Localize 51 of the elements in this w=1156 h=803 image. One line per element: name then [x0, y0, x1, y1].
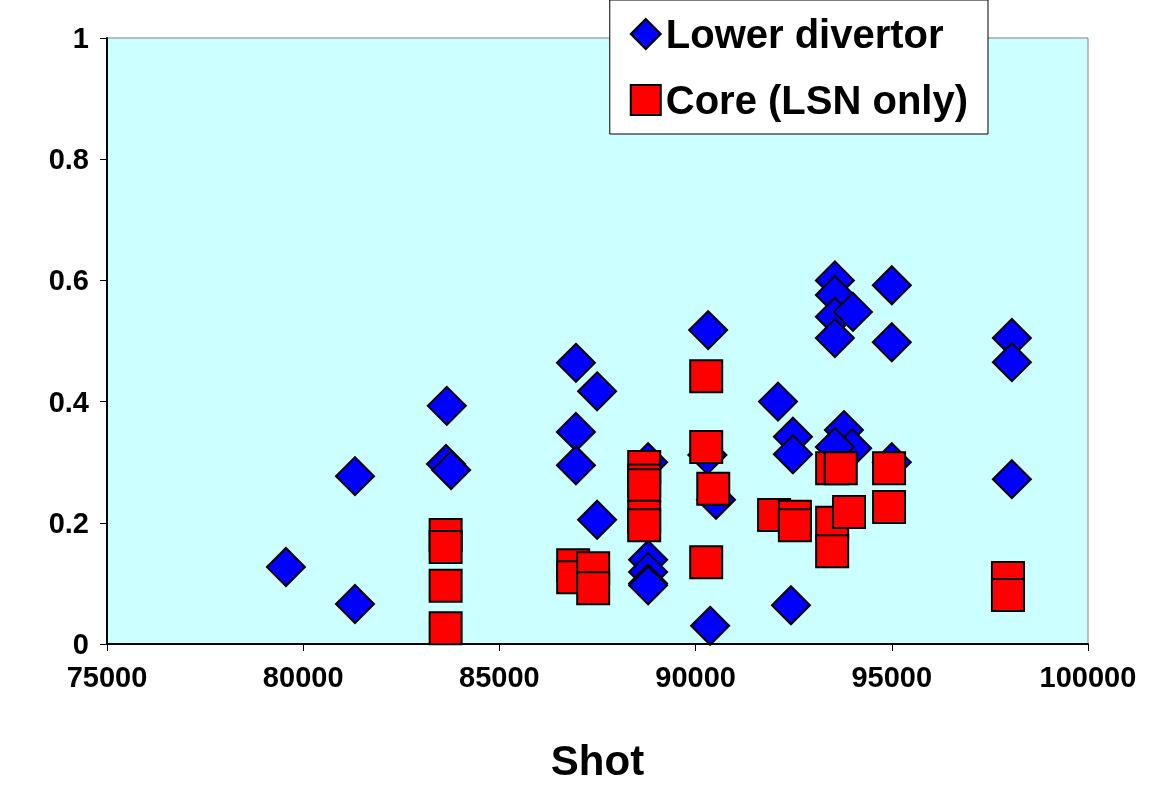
point — [577, 371, 618, 412]
point — [428, 530, 463, 565]
point — [577, 499, 618, 540]
point — [823, 451, 858, 486]
point — [555, 342, 596, 383]
y-tick-label: 0.2 — [48, 506, 89, 539]
point — [428, 568, 463, 603]
point — [627, 508, 662, 543]
point — [814, 317, 855, 358]
legend-label: Lower divertor — [665, 12, 944, 56]
point — [689, 545, 724, 580]
point — [990, 577, 1025, 612]
y-tick-label: 0.6 — [48, 264, 89, 297]
point — [555, 445, 596, 486]
point — [431, 450, 472, 491]
point — [265, 547, 306, 588]
point — [688, 310, 729, 351]
point — [689, 359, 724, 394]
point — [832, 291, 873, 332]
point — [335, 456, 375, 497]
point — [426, 385, 467, 426]
x-tick-label: 85000 — [459, 660, 540, 693]
point — [576, 571, 611, 606]
point — [690, 605, 731, 646]
point — [832, 494, 867, 529]
point — [871, 265, 912, 306]
x-tick-label: 80000 — [262, 660, 344, 693]
point — [770, 585, 811, 626]
point — [777, 508, 812, 543]
point — [428, 611, 463, 646]
point — [335, 584, 375, 624]
point — [872, 451, 907, 486]
point — [871, 322, 912, 363]
y-tick-label: 0.4 — [48, 385, 89, 418]
x-tick-label: 95000 — [851, 660, 933, 693]
point — [758, 381, 798, 422]
y-tick-label: 1 — [72, 22, 89, 54]
point — [991, 342, 1032, 383]
point — [872, 490, 907, 525]
x-tick-label: 90000 — [655, 660, 736, 693]
legend-label: Core (LSN only) — [665, 78, 969, 122]
point — [815, 534, 850, 569]
x-tick-label: 100000 — [1039, 660, 1137, 693]
point — [696, 471, 731, 506]
point — [991, 459, 1032, 500]
y-tick-label: 0.8 — [48, 143, 89, 176]
x-tick-label: 75000 — [66, 660, 148, 693]
x-axis-title: Shot — [550, 736, 645, 784]
point — [772, 434, 813, 475]
y-tick-label: 0 — [72, 628, 89, 660]
point — [689, 430, 724, 465]
